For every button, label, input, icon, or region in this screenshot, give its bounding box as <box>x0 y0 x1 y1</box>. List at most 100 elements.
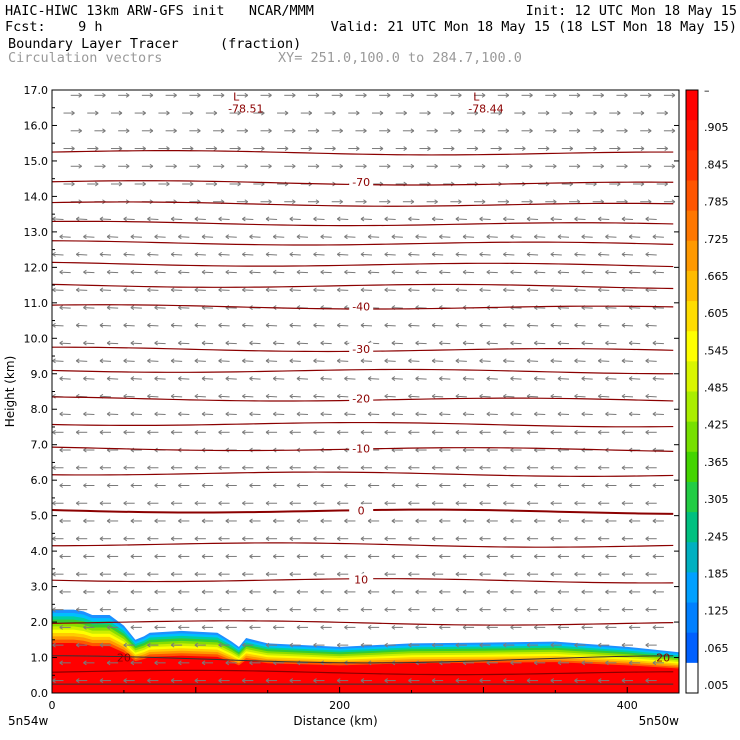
wind-vector <box>550 678 562 684</box>
wind-vector <box>415 624 427 630</box>
wind-vector <box>307 163 320 169</box>
colorbar-label: .125 <box>704 605 729 618</box>
wind-vector <box>130 411 142 417</box>
wind-vector <box>550 322 562 328</box>
wind-vector <box>384 536 396 542</box>
wind-vector <box>574 322 586 328</box>
wind-vector <box>439 376 451 381</box>
wind-vector <box>260 199 272 205</box>
wind-vector <box>402 199 415 205</box>
header-forecast-hour: Fcst: 9 h <box>5 19 103 35</box>
minimum-value: -78.44 <box>468 103 503 116</box>
wind-vector <box>242 500 254 506</box>
wind-vector <box>75 500 88 506</box>
wind-vector <box>154 305 166 311</box>
wind-vector <box>201 269 214 275</box>
wind-vector <box>170 358 183 364</box>
wind-vector <box>408 607 420 613</box>
wind-vector <box>574 536 586 542</box>
wind-vector <box>408 429 420 435</box>
wind-vector <box>178 589 190 595</box>
wind-vector <box>284 163 296 169</box>
contour-label: 20 <box>656 652 670 665</box>
wind-vector <box>550 465 562 471</box>
wind-vector <box>550 251 562 257</box>
wind-vector <box>474 128 486 134</box>
wind-vector <box>592 163 604 169</box>
wind-vector <box>178 269 190 275</box>
wind-vector <box>218 571 230 577</box>
wind-vector <box>640 92 652 98</box>
wind-vector <box>201 376 214 381</box>
wind-vector <box>147 358 159 364</box>
wind-vector <box>106 269 119 275</box>
wind-vector <box>367 589 380 595</box>
wind-vector <box>83 234 95 240</box>
wind-vector <box>284 199 296 205</box>
wind-vector <box>348 110 360 116</box>
wind-vector <box>154 483 166 488</box>
wind-vector <box>296 340 309 346</box>
wind-vector <box>154 589 166 595</box>
wind-vector <box>455 216 467 222</box>
colorbar-swatch <box>686 90 698 121</box>
minimum-marker: L <box>473 91 480 104</box>
wind-vector <box>83 589 95 595</box>
wind-vector <box>344 589 356 595</box>
wind-vector <box>106 624 119 630</box>
wind-vector <box>367 376 380 381</box>
wind-vector <box>265 607 278 613</box>
wind-vector <box>296 518 308 524</box>
wind-vector <box>561 146 574 151</box>
wind-vector <box>52 358 64 364</box>
header-valid-time: Valid: 21 UTC Mon 18 May 15 (18 LST Mon … <box>330 19 737 35</box>
wind-vector <box>336 251 349 257</box>
wind-vector <box>313 322 325 328</box>
wind-vector <box>225 554 237 559</box>
wind-vector <box>486 447 498 453</box>
wind-vector <box>249 624 261 630</box>
wind-vector <box>574 500 586 506</box>
wind-vector <box>550 607 562 613</box>
colorbar: – .905 .845 .785 .725 .665 .605 .545 .485 .425 .36… <box>685 84 729 694</box>
wind-vector <box>272 554 285 559</box>
wind-vector <box>336 287 349 293</box>
colorbar-swatch <box>686 180 698 212</box>
wind-vector <box>289 536 301 542</box>
wind-vector <box>170 465 183 471</box>
wind-vector <box>249 483 261 488</box>
wind-vector <box>182 146 194 151</box>
wind-vector <box>205 146 218 151</box>
wind-vector <box>52 571 64 577</box>
wind-vector <box>134 181 146 187</box>
wind-vector <box>123 500 135 506</box>
wind-vector <box>296 624 308 630</box>
wind-vector <box>83 554 95 559</box>
wind-vector <box>597 429 610 435</box>
wind-vector <box>75 678 88 684</box>
colorbar-label: .185 <box>704 567 729 580</box>
wind-vector <box>384 429 396 435</box>
wind-vector <box>462 234 475 240</box>
wind-vector <box>450 163 462 169</box>
wind-vector <box>265 465 278 471</box>
wind-vector <box>503 216 515 222</box>
wind-vector <box>242 429 254 435</box>
wind-vector <box>628 518 641 524</box>
wind-vector <box>52 500 64 506</box>
wind-vector <box>336 358 349 364</box>
wind-vector <box>201 589 214 595</box>
wind-vector <box>63 181 75 187</box>
wind-vector <box>597 216 610 222</box>
wind-vector <box>503 251 515 257</box>
contour-label-bg <box>349 504 374 517</box>
wind-vector <box>526 607 539 613</box>
wind-vector <box>384 393 396 399</box>
wind-vector <box>253 110 265 116</box>
wind-vector <box>652 411 664 417</box>
wind-vector <box>170 429 183 435</box>
wind-vector <box>201 554 214 559</box>
wind-vector <box>652 660 664 666</box>
wind-vector <box>130 376 142 381</box>
wind-vector <box>384 571 396 577</box>
